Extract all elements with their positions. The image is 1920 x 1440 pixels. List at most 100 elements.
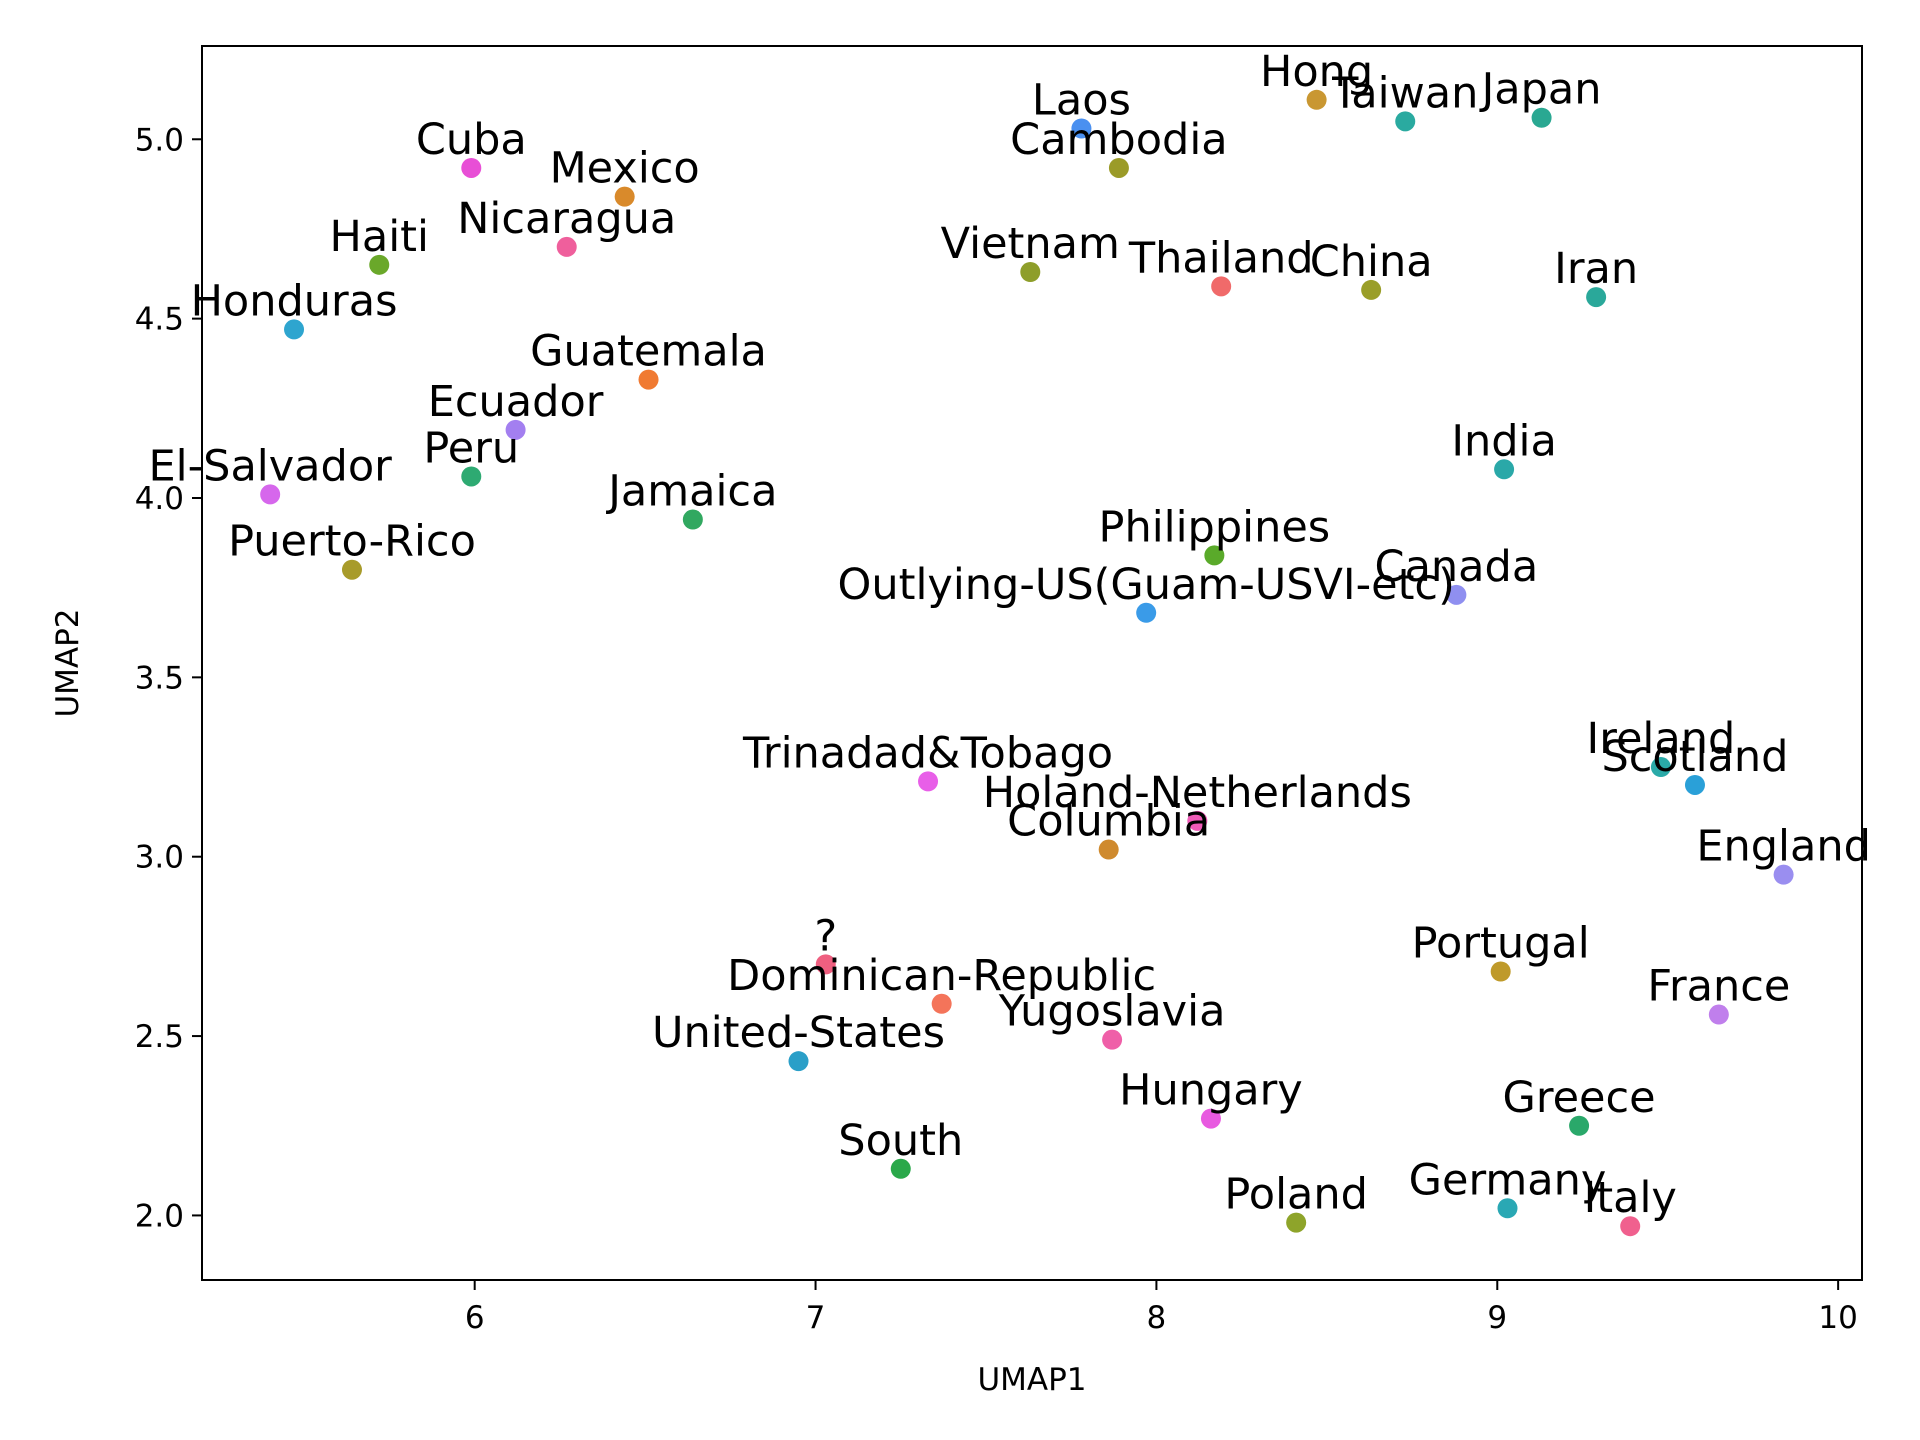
data-point (614, 186, 635, 207)
x-axis-title: UMAP1 (977, 1362, 1086, 1398)
data-point (1395, 111, 1416, 132)
data-point-label: Thailand (1128, 233, 1314, 283)
data-point (1569, 1115, 1590, 1136)
data-point (1098, 839, 1119, 860)
data-point-label: Mexico (550, 144, 700, 194)
data-point (1108, 157, 1129, 178)
data-point (1306, 89, 1327, 110)
data-point (682, 509, 703, 530)
y-tick-label: 3.5 (135, 660, 184, 696)
data-point-label: Outlying-US(Guam-USVI-etc) (838, 560, 1455, 610)
data-point-label: Dominican-Republic (727, 951, 1156, 1001)
data-point-label: Japan (1479, 65, 1602, 115)
data-point (1586, 287, 1607, 308)
data-point (1200, 1108, 1221, 1129)
data-point (461, 466, 482, 487)
data-point-label: Honduras (191, 276, 398, 326)
data-point-label: Cambodia (1010, 115, 1227, 165)
data-point (1650, 757, 1671, 778)
data-point-label: Nicaragua (457, 194, 676, 244)
data-point (788, 1051, 809, 1072)
data-point-label: Germany (1409, 1155, 1607, 1205)
x-tick-label: 9 (1487, 1300, 1507, 1336)
data-point (890, 1158, 911, 1179)
data-point-label: Ecuador (428, 377, 604, 427)
data-point (1361, 279, 1382, 300)
data-point-label: Portugal (1412, 919, 1590, 969)
data-point (1136, 602, 1157, 623)
y-tick-label: 2.5 (135, 1019, 184, 1055)
data-point-label: Iran (1554, 244, 1638, 294)
data-point (1490, 961, 1511, 982)
data-point (1494, 459, 1515, 480)
data-point-label: Scotland (1602, 732, 1789, 782)
data-point-label: Laos (1032, 76, 1131, 126)
data-point-label: Cuba (416, 115, 527, 165)
data-point (1446, 584, 1467, 605)
data-point (1497, 1198, 1518, 1219)
data-point-label: Greece (1503, 1073, 1656, 1123)
data-point (1684, 774, 1705, 795)
data-point-label: Taiwan (1331, 68, 1478, 118)
data-point-label: Jamaica (605, 467, 777, 517)
data-point (341, 559, 362, 580)
data-point (918, 771, 939, 792)
data-point (369, 254, 390, 275)
y-tick-label: 4.5 (135, 302, 184, 338)
data-point-label: Canada (1375, 542, 1539, 592)
data-point (638, 369, 659, 390)
data-point (1620, 1216, 1641, 1237)
x-axis-ticks: 6 7 8 9 10 (465, 1280, 1858, 1336)
data-point-label: England (1696, 822, 1871, 872)
data-point-label: Puerto-Rico (228, 517, 476, 567)
data-point (1531, 107, 1552, 128)
data-point-label: Hong (1260, 47, 1373, 97)
data-point (1020, 261, 1041, 282)
data-point-label: Hungary (1119, 1066, 1303, 1116)
data-marks (260, 89, 1794, 1237)
x-tick-label: 6 (465, 1300, 485, 1336)
data-point (815, 954, 836, 975)
data-point-label: Columbia (1007, 797, 1210, 847)
y-axis-ticks: 2.0 2.5 3.0 3.5 4.0 4.5 5.0 (135, 122, 202, 1234)
data-point (1773, 864, 1794, 885)
x-tick-label: 10 (1818, 1300, 1857, 1336)
data-point-label: Trinadad&Tobago (742, 728, 1113, 778)
data-point-label: Italy (1584, 1173, 1677, 1223)
x-tick-label: 7 (806, 1300, 826, 1336)
data-labels: Cuba Mexico Haiti Nicaragua Honduras Guatemal… (149, 47, 1871, 1223)
data-point-label: South (838, 1116, 963, 1166)
plot-frame (201, 45, 1863, 1281)
y-tick-label: 2.0 (135, 1198, 184, 1234)
x-tick-label: 8 (1147, 1300, 1167, 1336)
data-point (1211, 276, 1232, 297)
data-point-label: Guatemala (530, 327, 767, 377)
y-tick-label: 3.0 (135, 840, 184, 876)
data-point-label: Peru (423, 423, 519, 473)
data-point-label: Philippines (1099, 502, 1331, 552)
data-point-label: Yugoslavia (998, 987, 1226, 1037)
data-point-label: India (1451, 416, 1557, 466)
data-point (1071, 118, 1092, 139)
y-axis-title: UMAP2 (50, 608, 86, 717)
data-point-label: ? (814, 911, 837, 961)
data-point (931, 993, 952, 1014)
data-point (461, 157, 482, 178)
data-point-label: Vietnam (941, 219, 1120, 269)
data-point-label: Haiti (330, 212, 429, 262)
data-point (260, 484, 281, 505)
y-tick-label: 5.0 (135, 122, 184, 158)
data-point-label: France (1647, 962, 1790, 1012)
data-point-label: Ireland (1587, 714, 1736, 764)
data-point (1286, 1212, 1307, 1233)
data-point (1102, 1029, 1123, 1050)
data-point-label: United-States (652, 1008, 945, 1058)
data-point (1708, 1004, 1729, 1025)
data-point (284, 319, 305, 340)
data-point (556, 236, 577, 257)
data-point (1204, 545, 1225, 566)
data-point-label: El-Salvador (149, 441, 393, 491)
data-point-label: Poland (1224, 1170, 1368, 1220)
y-tick-label: 4.0 (135, 481, 184, 517)
